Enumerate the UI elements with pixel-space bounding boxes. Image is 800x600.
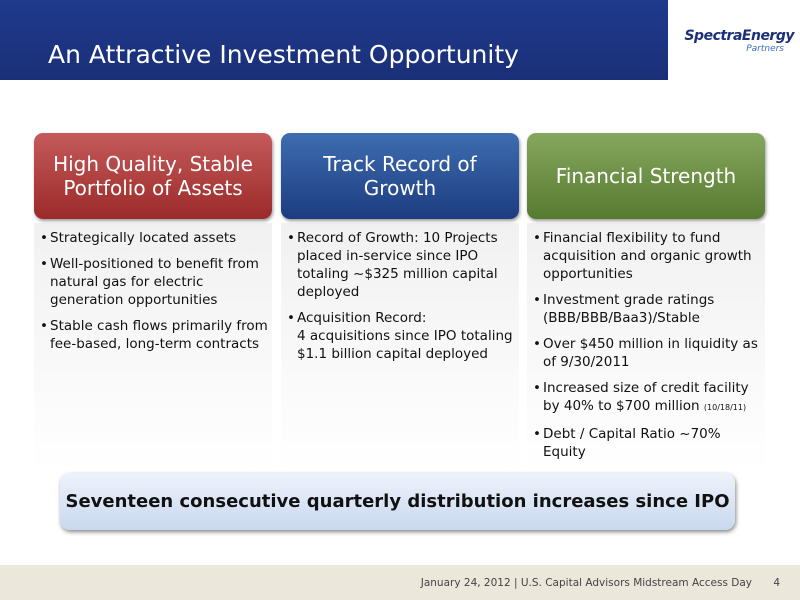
header-band: An Attractive Investment Opportunity [0,0,668,80]
bullet-text: Strategically located assets [50,230,237,246]
column: High Quality, Stable Portfolio of Assets… [34,133,272,473]
column: Financial Strength Financial flexibility … [527,133,765,473]
bullet-text: Over $450 million in liquidity as of 9/3… [543,336,758,370]
bullet-list: Financial flexibility to fund acquisitio… [527,229,765,469]
bullet-text: Record of Growth: 10 Projects placed in-… [297,230,498,300]
bullet: Record of Growth: 10 Projects placed in-… [287,229,515,301]
bullet-text: Stable cash flows primarily from fee-bas… [50,318,268,352]
bullet-text: Investment grade ratings (BBB/BBB/Baa3)/… [543,292,715,326]
bullet: Increased size of credit facility by 40%… [533,379,761,417]
footer-text: January 24, 2012 | U.S. Capital Advisors… [420,577,752,589]
column-heading: Financial Strength [527,133,765,219]
footer: January 24, 2012 | U.S. Capital Advisors… [0,565,800,600]
bullet-text: Acquisition Record: [297,310,427,326]
bullet: Over $450 million in liquidity as of 9/3… [533,335,761,371]
bullet-text: Financial flexibility to fund acquisitio… [543,230,752,282]
page-number: 4 [773,577,780,589]
bullet: Acquisition Record: 4 acquisitions since … [287,309,515,363]
bullet: Financial flexibility to fund acquisitio… [533,229,761,283]
bullet-text-cont: 4 acquisitions since IPO totaling $1.1 b… [297,328,513,362]
bullet: Well-positioned to benefit from natural … [40,255,268,309]
banner: Seventeen consecutive quarterly distribu… [60,473,735,530]
bullet-text: Well-positioned to benefit from natural … [50,256,259,308]
bullet: Strategically located assets [40,229,268,247]
logo-name: SpectraEnergy [684,28,794,44]
bullet-note: (10/18/11) [703,403,747,412]
bullet-list: Record of Growth: 10 Projects placed in-… [281,229,519,371]
logo-sub: Partners [746,44,784,54]
bullet-text: Debt / Capital Ratio ~70% Equity [543,426,721,460]
bullet: Stable cash flows primarily from fee-bas… [40,317,268,353]
logo: SpectraEnergy Partners [676,28,794,54]
column-heading: Track Record of Growth [281,133,519,219]
bullet: Debt / Capital Ratio ~70% Equity [533,425,761,461]
slide-title: An Attractive Investment Opportunity [48,40,519,69]
bullet-text: Increased size of credit facility by 40%… [543,380,749,414]
column-heading: High Quality, Stable Portfolio of Assets [34,133,272,219]
column: Track Record of Growth Record of Growth: … [281,133,519,473]
bullet: Investment grade ratings (BBB/BBB/Baa3)/… [533,291,761,327]
bullet-list: Strategically located assets Well-positio… [34,229,272,361]
